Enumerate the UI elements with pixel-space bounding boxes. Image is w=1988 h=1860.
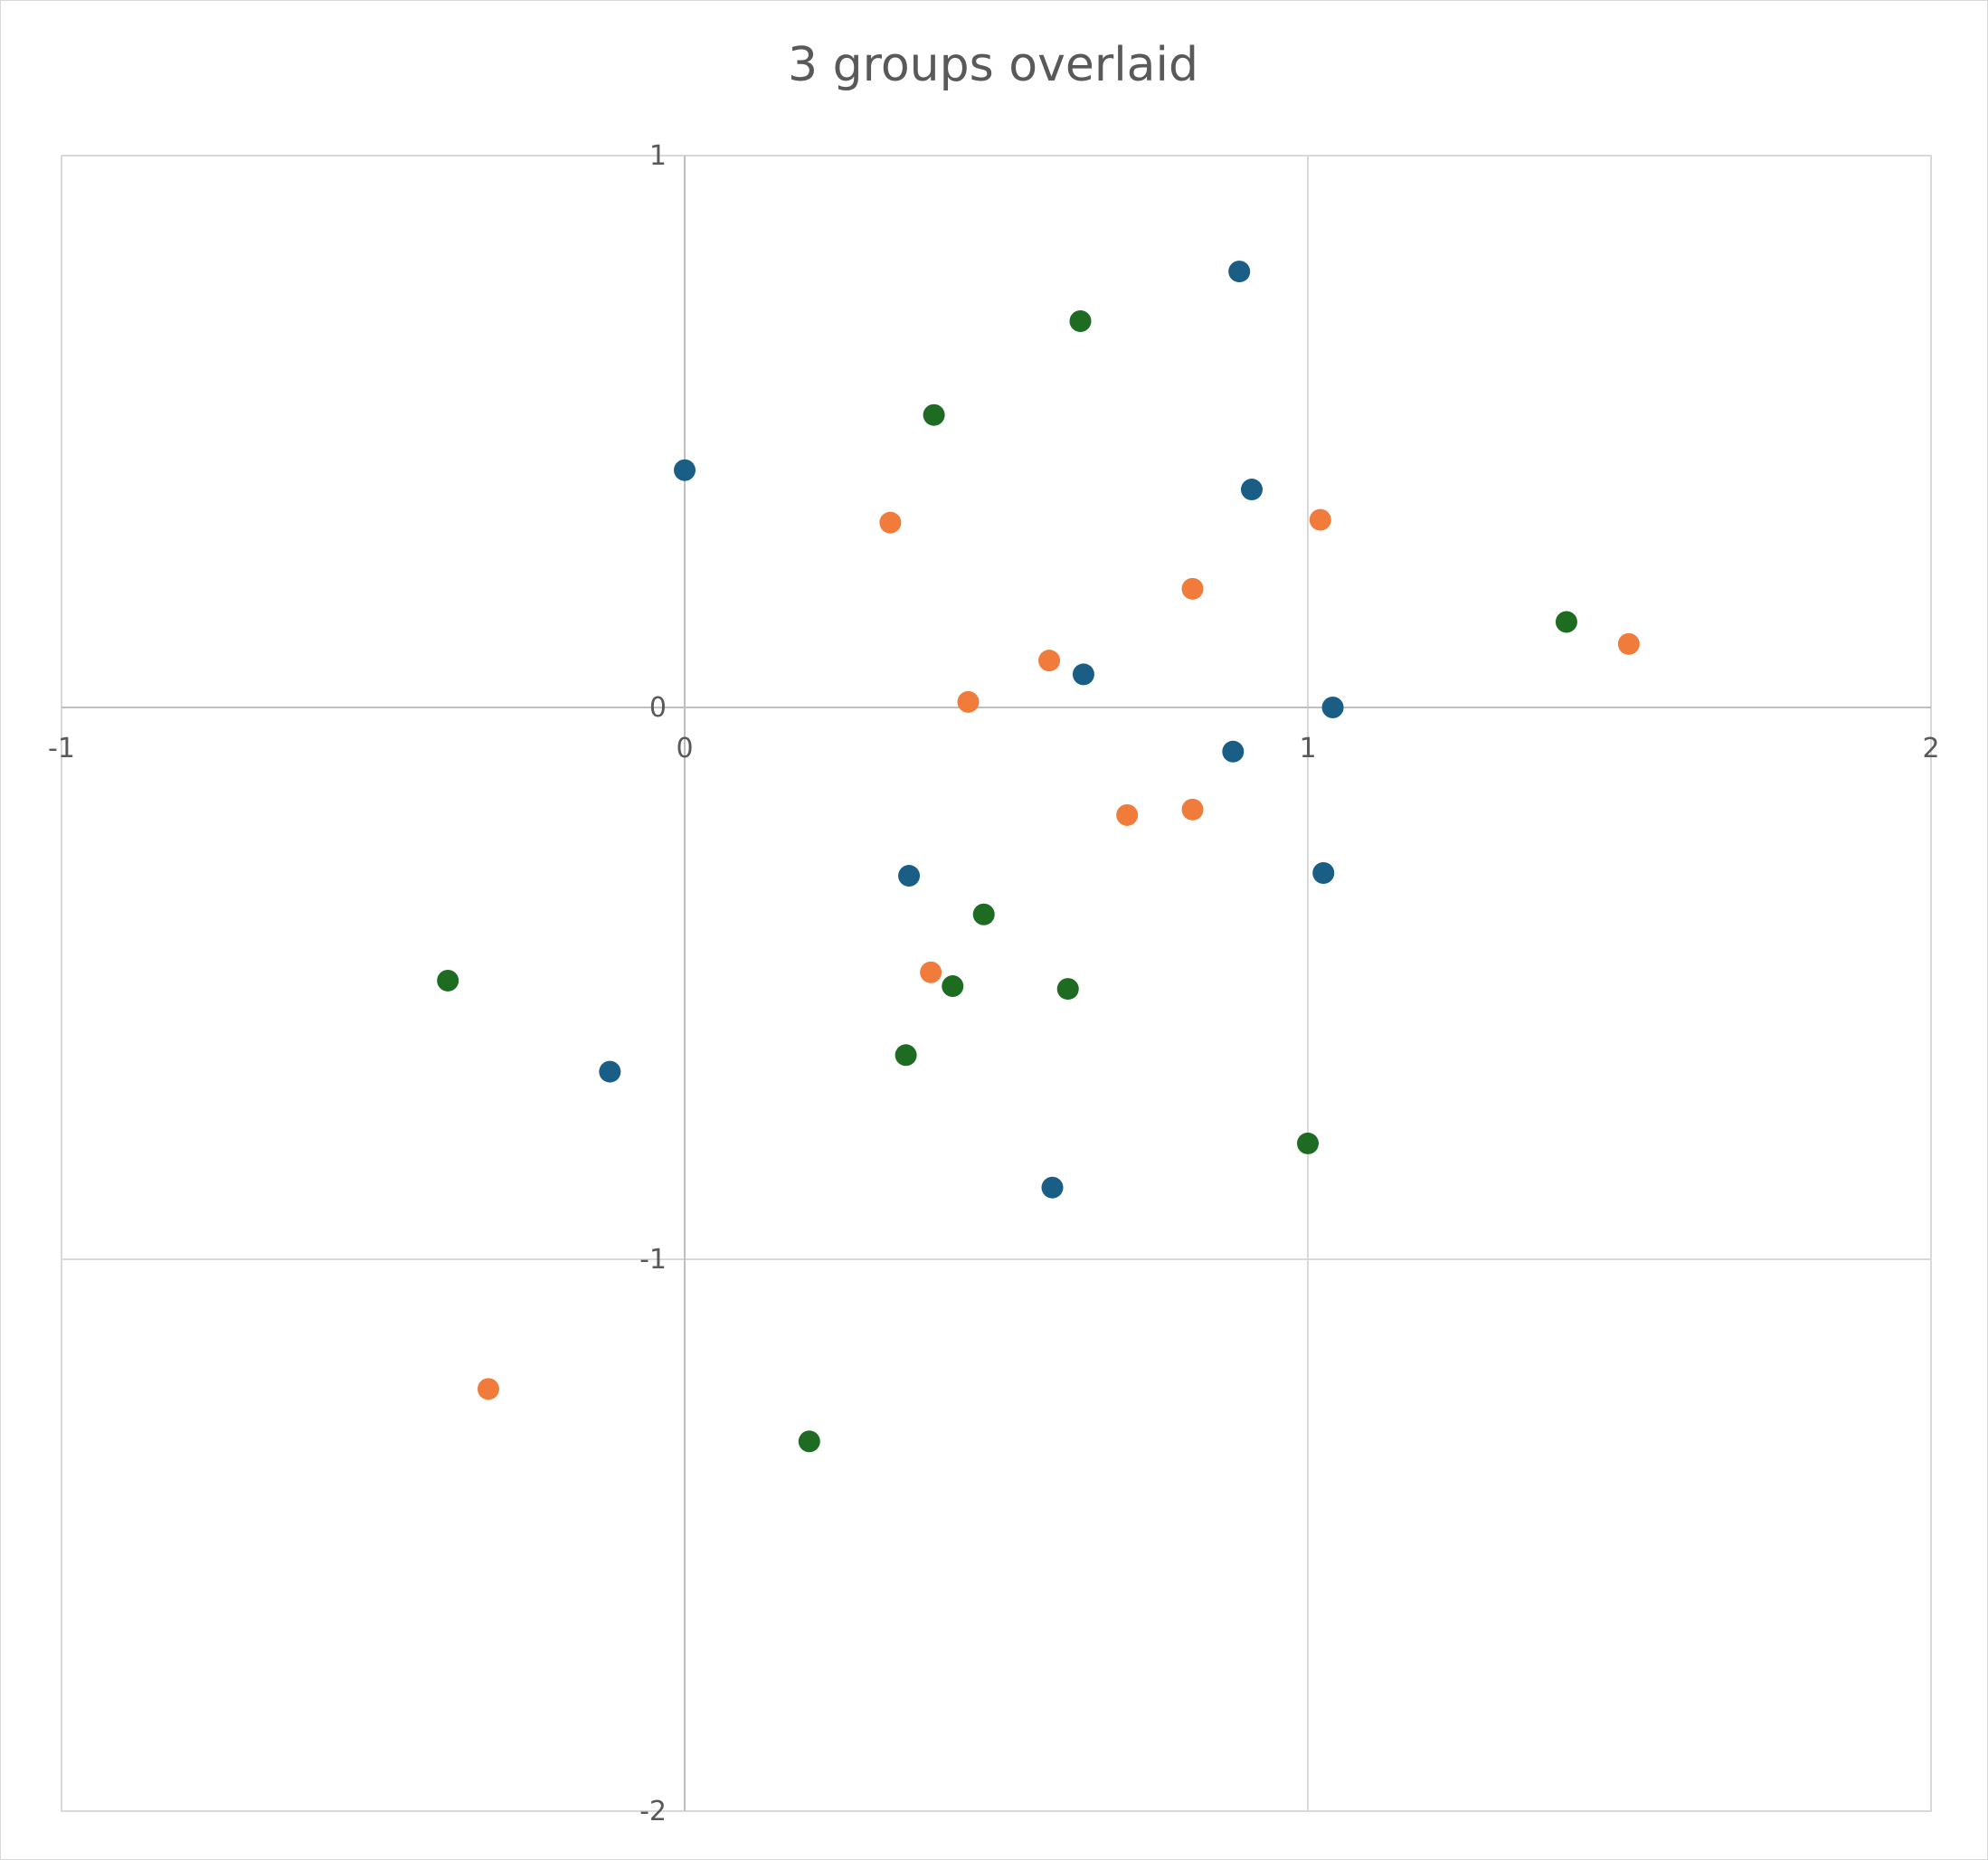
scatter-point-series-2 [1038, 650, 1061, 672]
scatter-point-series-3 [437, 969, 459, 992]
scatter-point-series-3 [972, 903, 995, 925]
y-tick-label: -2 [639, 1796, 667, 1827]
scatter-point-series-1 [674, 459, 696, 481]
scatter-point-series-2 [920, 961, 942, 983]
y-tick-label: 0 [649, 692, 667, 724]
axes [62, 156, 1931, 1811]
plot-area-border [61, 155, 1932, 1812]
scatter-point-series-1 [1041, 1176, 1064, 1199]
scatter-point-series-1 [1321, 697, 1344, 718]
x-tick-label: 0 [676, 733, 693, 764]
scatter-point-series-3 [1056, 978, 1079, 1001]
scatter-point-series-3 [1069, 310, 1092, 332]
scatter-point-series-1 [1222, 740, 1245, 763]
scatter-point-series-3 [1555, 611, 1577, 633]
scatter-point-series-2 [1181, 798, 1204, 821]
x-tick-label: 2 [1922, 733, 1939, 764]
x-tick-label: 1 [1299, 733, 1316, 764]
scatter-point-series-2 [1116, 803, 1139, 826]
scatter-point-series-3 [1297, 1132, 1319, 1154]
data-points [437, 261, 1640, 1453]
x-tick-label: -1 [48, 733, 75, 764]
scatter-point-series-1 [1228, 261, 1251, 283]
scatter-point-series-1 [1072, 663, 1094, 686]
gridlines [61, 155, 1932, 1812]
scatter-point-series-2 [1181, 577, 1204, 600]
scatter-point-series-3 [942, 975, 964, 998]
scatter-point-series-3 [923, 403, 945, 426]
scatter-point-series-3 [895, 1044, 917, 1067]
scatter-point-series-1 [599, 1060, 621, 1083]
scatter-point-series-2 [879, 511, 902, 534]
scatter-point-series-3 [798, 1430, 820, 1453]
chart-title: 3 groups overlaid [788, 38, 1198, 92]
scatter-point-series-1 [1312, 862, 1335, 884]
scatter-point-series-1 [1240, 479, 1263, 501]
y-tick-label: -1 [639, 1244, 667, 1276]
scatter-point-series-2 [957, 690, 980, 713]
scatter-point-series-2 [477, 1378, 499, 1400]
scatter-point-series-1 [898, 865, 921, 887]
tick-labels: -1 0 1 2 1 0 -1 -2 [48, 140, 1940, 1827]
y-tick-label: 1 [649, 140, 667, 172]
scatter-point-series-2 [1309, 508, 1331, 531]
scatter-point-series-2 [1617, 632, 1640, 655]
